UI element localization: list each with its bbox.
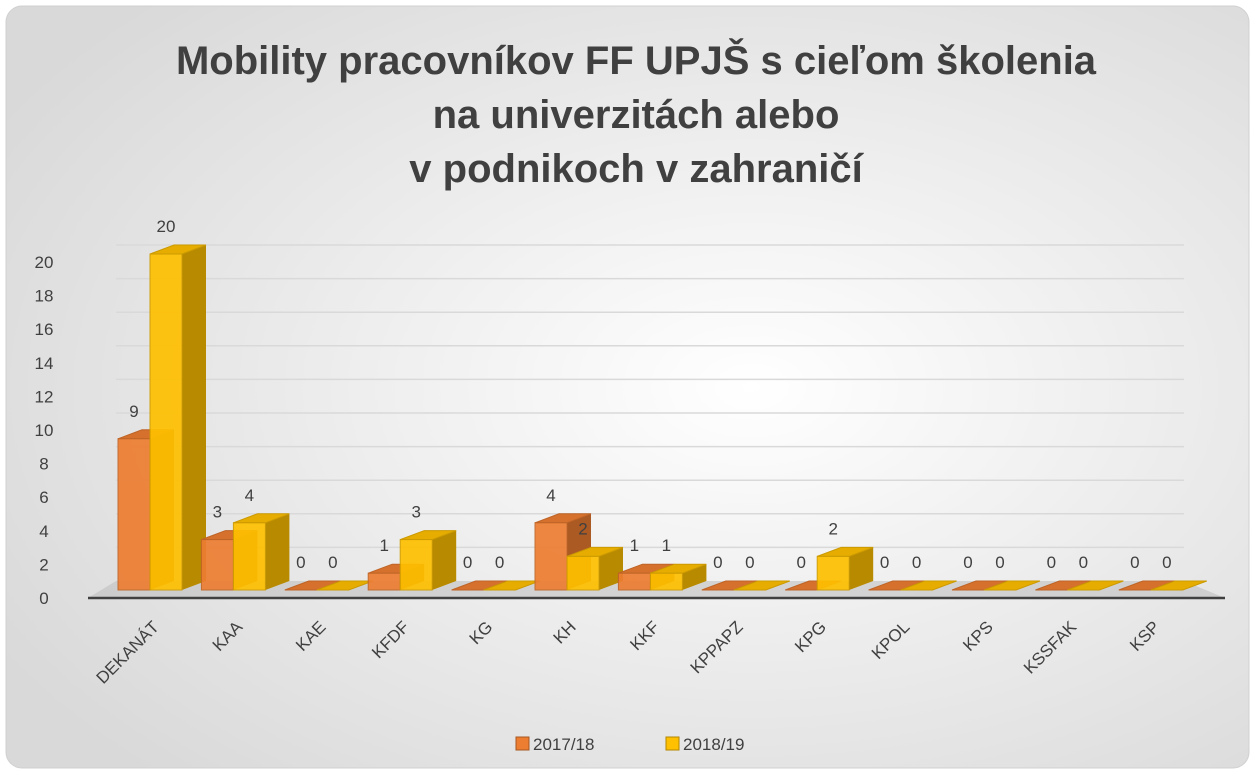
bar-side (599, 547, 623, 590)
bar-front (149, 253, 183, 591)
y-tick-label: 8 (39, 455, 48, 474)
legend-label: 2017/18 (533, 735, 594, 754)
bar-top (900, 580, 957, 591)
bar-top (1150, 580, 1207, 591)
data-label: 0 (912, 553, 921, 572)
bar (1067, 580, 1124, 591)
data-label: 3 (213, 503, 222, 522)
bar-side (682, 564, 707, 590)
y-tick-label: 20 (35, 253, 54, 272)
bar-front (566, 555, 600, 591)
bar-side (849, 547, 874, 590)
legend-swatch (515, 736, 530, 751)
data-label: 0 (328, 553, 337, 572)
data-label: 0 (296, 553, 305, 572)
data-label: 0 (1047, 553, 1056, 572)
bar (983, 580, 1041, 591)
data-label: 4 (546, 486, 555, 505)
bar (149, 244, 207, 591)
data-label: 2 (578, 519, 587, 538)
data-label: 0 (495, 553, 504, 572)
data-label: 0 (463, 553, 472, 572)
bar (816, 546, 874, 591)
bar (900, 580, 957, 591)
bar-front (232, 522, 266, 591)
bar (733, 580, 790, 591)
data-label: 4 (245, 486, 254, 505)
y-tick-label: 14 (35, 354, 54, 373)
y-tick-label: 12 (35, 387, 54, 406)
data-label: 2 (828, 519, 837, 538)
y-tick-label: 10 (35, 421, 54, 440)
bar (566, 546, 624, 591)
bar-top (983, 580, 1041, 591)
legend-label: 2018/19 (683, 735, 744, 754)
bar-front (367, 572, 401, 591)
data-label: 9 (129, 402, 138, 421)
data-label: 0 (963, 553, 972, 572)
data-label: 0 (796, 553, 805, 572)
bar-front (399, 539, 433, 591)
legend-swatch (665, 736, 680, 751)
data-label: 0 (1079, 553, 1088, 572)
y-tick-label: 18 (35, 287, 54, 306)
chart-background (5, 5, 1250, 769)
chart-title: Mobility pracovníkov FF UPJŠ s cieľom šk… (176, 37, 1097, 83)
data-label: 0 (745, 553, 754, 572)
data-label: 0 (995, 553, 1004, 572)
bar-front (649, 572, 683, 591)
data-label: 1 (630, 536, 639, 555)
y-tick-label: 6 (39, 488, 48, 507)
bar (399, 530, 457, 591)
chart-title: v podnikoch v zahraničí (409, 147, 864, 191)
bar-side (182, 245, 206, 590)
bar (232, 513, 290, 591)
bar-side (265, 513, 290, 590)
bar-side (432, 530, 457, 590)
bar-front (816, 555, 850, 591)
data-label: 0 (713, 553, 722, 572)
data-label: 0 (880, 553, 889, 572)
data-label: 3 (411, 503, 420, 522)
chart-title: na univerzitách alebo (433, 93, 840, 137)
data-label: 1 (662, 536, 671, 555)
data-label: 1 (379, 536, 388, 555)
data-label: 20 (157, 217, 176, 236)
bar-front (117, 438, 151, 591)
data-label: 0 (1162, 553, 1171, 572)
bar-front (534, 522, 568, 591)
bar-front (617, 572, 651, 591)
bar (649, 563, 707, 591)
bar (1150, 580, 1207, 591)
y-tick-label: 16 (35, 320, 54, 339)
bar-front (200, 539, 234, 591)
y-tick-label: 4 (39, 522, 48, 541)
y-tick-label: 0 (39, 589, 48, 608)
bar-top (733, 580, 790, 591)
data-label: 0 (1130, 553, 1139, 572)
y-tick-label: 2 (39, 555, 48, 574)
bar-top (1067, 580, 1124, 591)
